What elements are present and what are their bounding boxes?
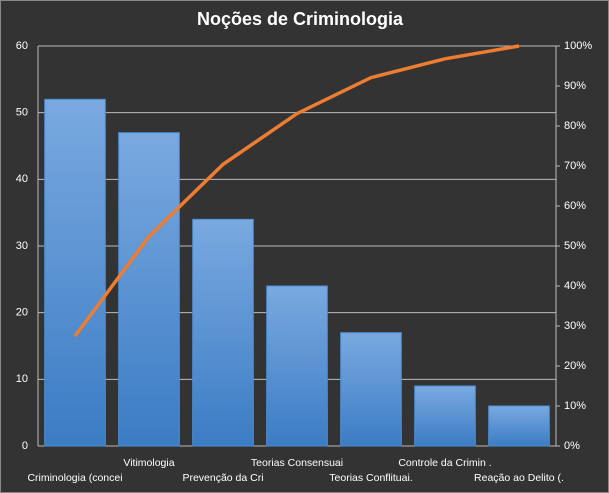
bar — [44, 98, 106, 447]
y2-tick-label: 50% — [564, 240, 586, 252]
x-tick-label: Teorias Consensuai — [251, 457, 343, 469]
y2-tick-label: 90% — [564, 80, 586, 92]
y2-tick-label: 100% — [564, 40, 592, 52]
bar — [118, 132, 180, 447]
y-tick-label: 50 — [16, 107, 28, 119]
bar — [414, 385, 476, 447]
y-tick-label: 20 — [16, 307, 28, 319]
x-tick-label: Vitimologia — [123, 457, 174, 469]
x-tick-label: Criminologia (concei — [27, 472, 122, 484]
y-tick-label: 30 — [16, 240, 28, 252]
cumulative-line — [73, 44, 520, 338]
y2-tick-label: 30% — [564, 320, 586, 332]
y-tick-label: 40 — [16, 173, 28, 185]
y2-tick-label: 10% — [564, 400, 586, 412]
x-tick-label: Teorias Conflituai. — [329, 472, 412, 484]
y-tick-label: 60 — [16, 40, 28, 52]
bar — [488, 405, 550, 447]
y2-tick-label: 70% — [564, 160, 586, 172]
y-tick-label: 0 — [22, 440, 28, 452]
y2-tick-label: 0% — [564, 440, 580, 452]
y-tick-label: 10 — [16, 373, 28, 385]
x-tick-label: Reação ao Delito (. — [474, 472, 564, 484]
y2-tick-label: 60% — [564, 200, 586, 212]
x-tick-label: Prevenção da Cri — [182, 472, 263, 484]
chart-title: Noções de Criminologia — [197, 9, 404, 29]
bar — [192, 218, 254, 447]
y2-tick-label: 80% — [564, 120, 586, 132]
bar — [266, 285, 328, 447]
y2-tick-label: 20% — [564, 360, 586, 372]
y2-tick-label: 40% — [564, 280, 586, 292]
bar — [340, 332, 402, 447]
x-tick-label: Controle da Crimin . — [398, 457, 491, 469]
